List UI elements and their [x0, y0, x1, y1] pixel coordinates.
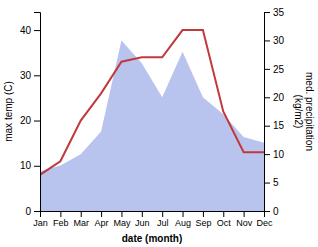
- tick-label: Nov: [236, 218, 253, 228]
- tick-label: Mar: [73, 218, 89, 228]
- tick-label: 0: [273, 206, 279, 217]
- tick-mark: [34, 121, 40, 122]
- tick: 10: [264, 149, 285, 160]
- tick-mark: [264, 126, 270, 127]
- tick: 15: [264, 120, 285, 131]
- tick-mark: [60, 211, 61, 217]
- tick-mark: [34, 211, 40, 212]
- tick-label: 25: [273, 64, 285, 75]
- x-axis: Jan Feb Mar Apr May Jun Jul Aug Sep Oct NovDec: [33, 211, 273, 228]
- tick: 35: [264, 7, 285, 18]
- tick: 10: [20, 160, 40, 171]
- tick-mark: [264, 211, 270, 212]
- tick-label: May: [113, 218, 131, 228]
- axis-line: [41, 212, 265, 218]
- tick-label: 15: [273, 120, 285, 131]
- tick: 30: [20, 70, 40, 81]
- tick: Sep: [195, 211, 211, 228]
- tick-mark: [34, 75, 40, 76]
- tick-mark: [81, 211, 82, 217]
- tick-label: 10: [20, 160, 32, 171]
- axis-line: [265, 13, 271, 212]
- tick-mark: [264, 154, 270, 155]
- tick: May: [113, 211, 131, 228]
- tick-label: 20: [20, 115, 32, 126]
- y2-axis-title: med. precipitation(kg/m2): [293, 72, 315, 151]
- tick-label: Aug: [175, 218, 191, 228]
- tick-label: 30: [20, 70, 32, 81]
- tick-label: 5: [273, 177, 279, 188]
- tick-mark: [264, 69, 270, 70]
- tick-label: Oct: [217, 218, 232, 228]
- tick-label: Feb: [53, 218, 69, 228]
- tick-mark: [34, 30, 40, 31]
- axis-line: [34, 13, 41, 212]
- tick: Dec: [256, 211, 273, 228]
- x-axis-title: date (month): [122, 233, 183, 244]
- tick: Mar: [73, 211, 89, 228]
- temperature-line: [40, 30, 264, 175]
- tick-label: Dec: [256, 218, 273, 228]
- tick-mark: [264, 97, 270, 98]
- tick-mark: [183, 211, 184, 217]
- tick-mark: [34, 166, 40, 167]
- tick-label: 20: [273, 92, 285, 103]
- tick-label: Jun: [135, 218, 150, 228]
- tick-mark: [142, 211, 143, 217]
- y2-axis: 0 5 10 15 20 25 30 35: [264, 7, 285, 217]
- tick-label: 0: [25, 206, 31, 217]
- tick: Aug: [175, 211, 191, 228]
- y-axis-title: max temp (C): [3, 81, 14, 142]
- tick: 0: [264, 206, 279, 217]
- y2-axis-title-line: (kg/m2): [293, 95, 304, 129]
- tick: Apr: [95, 211, 109, 228]
- tick-label: 10: [273, 149, 285, 160]
- tick-mark: [264, 12, 270, 13]
- tick: Oct: [217, 211, 232, 228]
- tick: Feb: [53, 211, 69, 228]
- marks: [40, 30, 264, 211]
- tick: Jan: [33, 211, 48, 228]
- tick: 40: [20, 25, 40, 36]
- tick: Nov: [236, 211, 253, 228]
- tick: 30: [264, 35, 285, 46]
- tick-label: 40: [20, 25, 32, 36]
- tick: 20: [264, 92, 285, 103]
- tick-label: 35: [273, 7, 285, 18]
- tick: Jun: [135, 211, 150, 228]
- tick-mark: [203, 211, 204, 217]
- tick: 25: [264, 64, 285, 75]
- tick-mark: [162, 211, 163, 217]
- chart: JanFebMarAprMayJunJulAugSepOctNovDec0102…: [0, 0, 318, 247]
- tick-label: Sep: [195, 218, 211, 228]
- tick-mark: [121, 211, 122, 217]
- tick: 20: [20, 115, 40, 126]
- tick-mark: [223, 211, 224, 217]
- tick-mark: [264, 40, 270, 41]
- tick-mark: [101, 211, 102, 217]
- tick: 5: [264, 177, 279, 188]
- tick-mark: [244, 211, 245, 217]
- plot: JanFebMarAprMayJunJulAugSepOctNovDec0102…: [20, 7, 285, 229]
- tick-label: Apr: [95, 218, 109, 228]
- y2-axis-title-line: med. precipitation: [304, 72, 315, 151]
- tick-mark: [264, 183, 270, 184]
- tick-label: 30: [273, 35, 285, 46]
- tick: 0: [25, 206, 40, 217]
- tick: Jul: [157, 211, 169, 228]
- tick-label: Jul: [157, 218, 169, 228]
- tick-label: Jan: [33, 218, 48, 228]
- y-axis: 0 10 20 30 40: [20, 13, 41, 217]
